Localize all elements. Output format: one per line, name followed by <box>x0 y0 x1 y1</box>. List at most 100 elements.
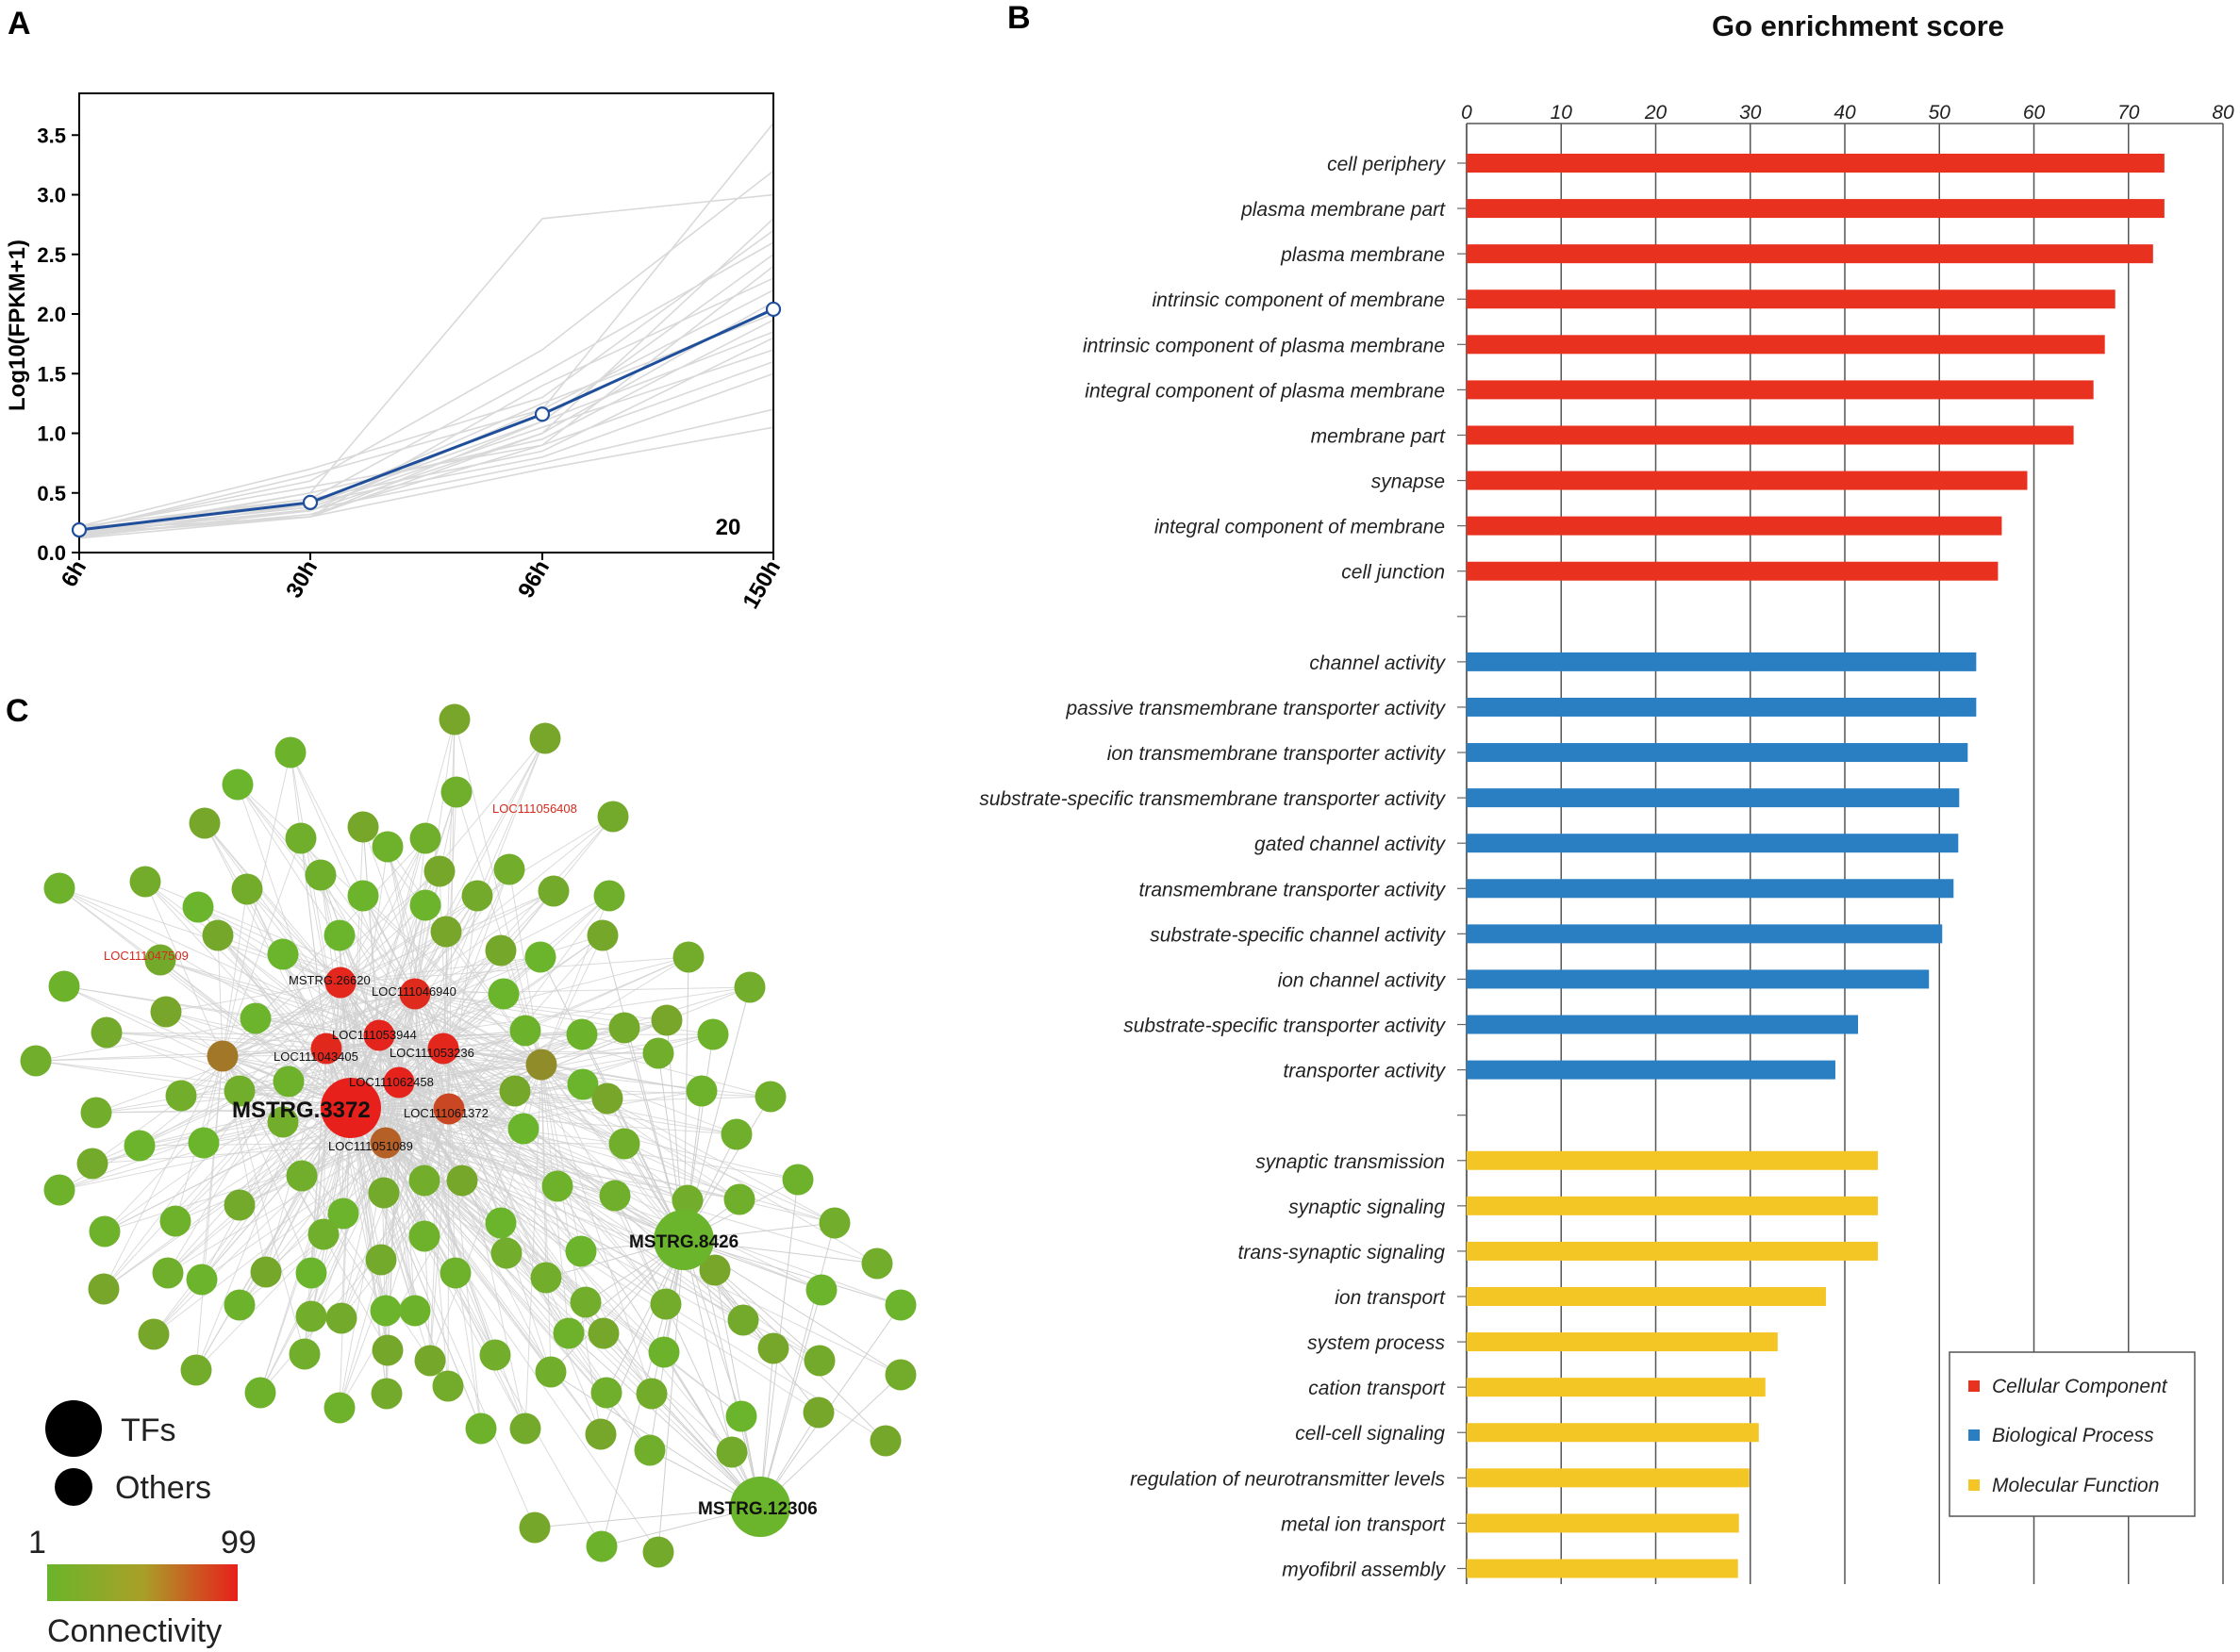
category-label: channel activity <box>1309 653 1446 674</box>
gene-node <box>490 1237 523 1269</box>
bar-molecular <box>1467 1468 1750 1488</box>
network-edge <box>159 959 542 1066</box>
x-tick-label: 150h <box>738 556 786 614</box>
network-edge <box>759 1289 822 1508</box>
mean-point <box>534 406 551 422</box>
bar-cellular <box>1467 561 1999 581</box>
gene-node <box>566 1018 598 1050</box>
line-chart-frame <box>78 92 774 553</box>
x-tick-label: 96h <box>513 556 555 603</box>
gene-node <box>267 938 299 970</box>
network-edge <box>350 1107 456 1274</box>
gene-node <box>565 1235 597 1267</box>
network-edge <box>35 993 416 1062</box>
gene-node <box>757 1332 789 1364</box>
network-edge <box>201 1108 450 1280</box>
legend-tf-marker <box>45 1400 102 1457</box>
gene-node <box>295 1257 327 1289</box>
network-edge <box>447 1108 450 1387</box>
gene-node <box>588 1317 620 1349</box>
gene-node <box>129 866 161 898</box>
gene-node <box>368 1177 400 1209</box>
network-edge <box>378 1034 387 1144</box>
category-label: synaptic signaling <box>1288 1197 1445 1218</box>
gene-node <box>529 722 561 754</box>
network-edge <box>35 1048 327 1062</box>
y-tick-label: 3.5 <box>37 124 66 147</box>
gene-node <box>43 1174 75 1206</box>
network-legend: TFs Others 1 99 Connectivity <box>28 1400 257 1649</box>
hub-label: MSTRG.8426 <box>629 1232 738 1252</box>
network-edge <box>239 1034 380 1206</box>
gene-node <box>408 1220 440 1252</box>
gene-node <box>590 1377 622 1409</box>
category-label: synaptic transmission <box>1255 1151 1445 1173</box>
category-label: trans-synaptic signaling <box>1238 1242 1446 1264</box>
network-edge <box>378 1033 714 1036</box>
gene-node <box>650 1288 682 1320</box>
network-edge <box>35 1055 224 1062</box>
gene-node <box>535 1356 567 1388</box>
tf-hub-node <box>321 1078 381 1138</box>
gene-node <box>89 1215 121 1247</box>
gene-node <box>585 1418 617 1450</box>
network-edge <box>442 868 510 1049</box>
gene-node <box>124 1130 156 1162</box>
bar-molecular <box>1467 1287 1826 1306</box>
background-line-2 <box>78 193 774 536</box>
gene-node <box>80 1097 112 1129</box>
gene-node <box>408 1165 440 1197</box>
panel-label-c: C <box>6 693 29 729</box>
gene-node <box>586 1530 618 1562</box>
hub-label: MSTRG.12306 <box>698 1499 818 1519</box>
category-label: cation transport <box>1308 1378 1446 1399</box>
gene-node <box>159 1205 191 1237</box>
category-label: plasma membrane <box>1280 244 1445 266</box>
legend-color-scale <box>47 1564 238 1601</box>
network-edge <box>139 1107 352 1147</box>
network-edge <box>222 982 341 1057</box>
gene-node <box>150 996 182 1028</box>
gene-node-highlight <box>383 1066 415 1099</box>
bar-molecular <box>1467 1513 1739 1533</box>
network-edge <box>323 1048 327 1235</box>
gene-node <box>755 1081 787 1113</box>
gene-node <box>267 1106 299 1138</box>
network-edge <box>414 986 751 995</box>
gene-node <box>697 1018 729 1050</box>
network-edge <box>350 1107 887 1442</box>
gene-node <box>240 1002 272 1034</box>
network-edge <box>414 870 440 995</box>
gene-node <box>432 1370 464 1402</box>
category-label: membrane part <box>1311 425 1447 447</box>
network-edge <box>259 1064 542 1394</box>
gene-node <box>224 1075 256 1107</box>
node-label: LOC111061372 <box>404 1106 489 1120</box>
bar-biological <box>1467 788 1960 808</box>
background-line-14 <box>78 337 774 527</box>
bar-chart-x-ticks: 0 10 20 30 40 50 60 70 80 <box>1461 102 2234 124</box>
gene-node <box>372 831 404 863</box>
gene-node <box>699 1254 731 1286</box>
gene-node <box>286 1160 318 1192</box>
legend-others-marker <box>55 1468 92 1506</box>
network-edge <box>339 1107 352 1409</box>
network-edge <box>442 1048 542 1066</box>
gene-node <box>244 1377 276 1409</box>
gene-node <box>597 801 629 833</box>
network-edge <box>387 846 416 995</box>
gene-node <box>224 1289 256 1321</box>
gene-node <box>48 970 80 1002</box>
category-label: passive transmembrane transporter activi… <box>1066 698 1447 719</box>
gene-node <box>861 1247 893 1280</box>
network-edge <box>448 1108 822 1291</box>
network-edge <box>340 837 426 983</box>
y-tick-label: 0.5 <box>37 482 66 505</box>
legend-swatch-molecular <box>1968 1479 1980 1491</box>
network-edge <box>222 1048 327 1057</box>
gene-node <box>538 875 570 907</box>
gene-node <box>305 859 337 891</box>
bar-biological <box>1467 1015 1859 1034</box>
gene-node <box>493 853 525 885</box>
network-edge <box>204 822 380 1036</box>
